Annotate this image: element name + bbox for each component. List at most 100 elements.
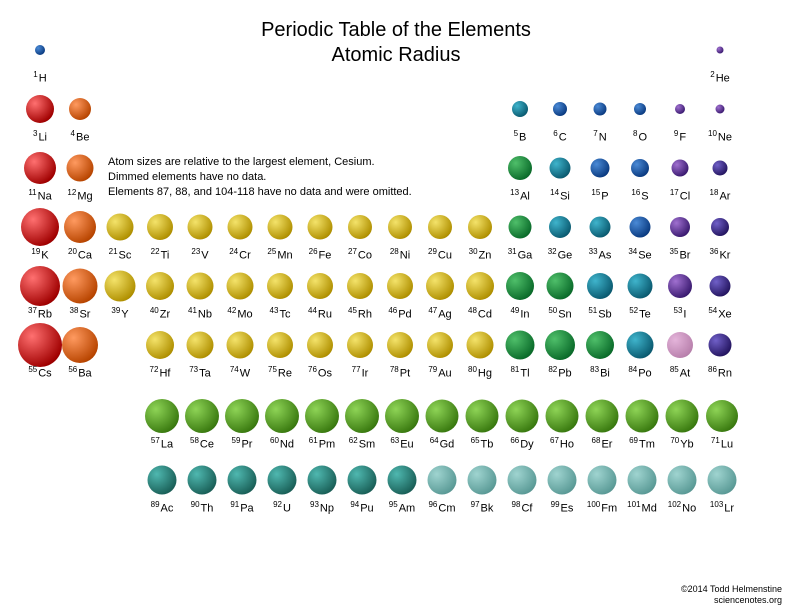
atom-sphere xyxy=(628,466,657,495)
element-Er: 68Er xyxy=(582,398,622,454)
atom-sphere xyxy=(711,218,729,236)
element-Am: 95Am xyxy=(382,462,422,518)
atom-sphere xyxy=(307,332,333,358)
element-Sb: 51Sb xyxy=(580,268,620,324)
page-title: Periodic Table of the Elements Atomic Ra… xyxy=(0,0,792,68)
element-Hf: 72Hf xyxy=(140,327,180,383)
element-Gd: 64Gd xyxy=(422,398,462,454)
atom-sphere xyxy=(345,399,379,433)
element-Np: 93Np xyxy=(302,462,342,518)
element-Lu: 71Lu xyxy=(702,398,742,454)
element-O: 8O xyxy=(620,91,660,147)
element-S: 16S xyxy=(620,150,660,206)
element-As: 33As xyxy=(580,209,620,265)
element-Cr: 24Cr xyxy=(220,209,260,265)
element-Ru: 44Ru xyxy=(300,268,340,324)
element-Fe: 26Fe xyxy=(300,209,340,265)
element-label: 84Po xyxy=(620,365,660,380)
element-label: 81Tl xyxy=(500,365,540,380)
element-label: 48Cd xyxy=(460,306,500,321)
element-label: 64Gd xyxy=(422,436,462,451)
note-line1: Atom sizes are relative to the largest e… xyxy=(108,156,375,168)
atom-sphere xyxy=(586,400,619,433)
element-Yb: 70Yb xyxy=(662,398,702,454)
element-Mg: 12Mg xyxy=(60,150,100,206)
element-label: 60Nd xyxy=(262,436,302,451)
element-In: 49In xyxy=(500,268,540,324)
element-Bk: 97Bk xyxy=(462,462,502,518)
atom-sphere xyxy=(594,103,607,116)
element-label: 45Rh xyxy=(340,306,380,321)
element-Eu: 63Eu xyxy=(382,398,422,454)
element-Ho: 67Ho xyxy=(542,398,582,454)
element-Dy: 66Dy xyxy=(502,398,542,454)
element-label: 11Na xyxy=(20,188,60,203)
atom-sphere xyxy=(426,272,454,300)
element-Tc: 43Tc xyxy=(260,268,300,324)
element-label: 47Ag xyxy=(420,306,460,321)
element-label: 56Ba xyxy=(60,365,100,380)
element-label: 19K xyxy=(20,247,60,262)
element-label: 58Ce xyxy=(182,436,222,451)
element-Hg: 80Hg xyxy=(460,327,500,383)
atom-sphere xyxy=(506,272,534,300)
atom-sphere xyxy=(508,156,532,180)
element-Cl: 17Cl xyxy=(660,150,700,206)
element-Ge: 32Ge xyxy=(540,209,580,265)
element-label: 59Pr xyxy=(222,436,262,451)
element-Tb: 65Tb xyxy=(462,398,502,454)
element-At: 85At xyxy=(660,327,700,383)
atom-sphere xyxy=(588,466,617,495)
atom-sphere xyxy=(147,214,173,240)
element-Te: 52Te xyxy=(620,268,660,324)
element-Pa: 91Pa xyxy=(222,462,262,518)
element-label: 70Yb xyxy=(662,436,702,451)
element-label: 63Eu xyxy=(382,436,422,451)
element-label: 44Ru xyxy=(300,306,340,321)
atom-sphere xyxy=(506,331,535,360)
element-N: 7N xyxy=(580,91,620,147)
element-label: 14Si xyxy=(540,188,580,203)
element-label: 94Pu xyxy=(342,500,382,515)
atom-sphere xyxy=(35,45,45,55)
element-label: 52Te xyxy=(620,306,660,321)
element-Br: 35Br xyxy=(660,209,700,265)
atom-sphere xyxy=(627,332,654,359)
atom-sphere xyxy=(267,273,293,299)
element-label: 91Pa xyxy=(222,500,262,515)
atom-sphere xyxy=(426,400,459,433)
element-Ga: 31Ga xyxy=(500,209,540,265)
atom-sphere xyxy=(347,332,373,358)
atom-sphere xyxy=(670,217,690,237)
atom-sphere xyxy=(666,400,699,433)
element-label: 89Ac xyxy=(142,500,182,515)
element-Cm: 96Cm xyxy=(422,462,462,518)
atom-sphere xyxy=(550,158,571,179)
element-Sn: 50Sn xyxy=(540,268,580,324)
atom-sphere xyxy=(548,466,577,495)
atom-sphere xyxy=(553,102,567,116)
element-Xe: 54Xe xyxy=(700,268,740,324)
atom-sphere xyxy=(466,272,494,300)
atom-sphere xyxy=(427,332,453,358)
element-Th: 90Th xyxy=(182,462,222,518)
atom-sphere xyxy=(62,327,98,363)
atom-sphere xyxy=(268,215,293,240)
atom-sphere xyxy=(227,332,254,359)
atom-sphere xyxy=(713,161,728,176)
atom-sphere xyxy=(466,400,499,433)
atom-sphere xyxy=(148,466,177,495)
element-Ca: 20Ca xyxy=(60,209,100,265)
atom-sphere xyxy=(187,273,214,300)
atom-sphere xyxy=(185,399,219,433)
element-label: 38Sr xyxy=(60,306,100,321)
atom-sphere xyxy=(347,273,373,299)
element-label: 74W xyxy=(220,365,260,380)
atom-sphere xyxy=(634,103,646,115)
atom-sphere xyxy=(547,273,574,300)
element-Ag: 47Ag xyxy=(420,268,460,324)
element-Tm: 69Tm xyxy=(622,398,662,454)
element-label: 41Nb xyxy=(180,306,220,321)
element-Rh: 45Rh xyxy=(340,268,380,324)
element-Pr: 59Pr xyxy=(222,398,262,454)
